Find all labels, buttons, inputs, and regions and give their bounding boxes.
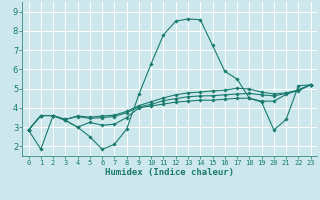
X-axis label: Humidex (Indice chaleur): Humidex (Indice chaleur): [105, 168, 234, 177]
